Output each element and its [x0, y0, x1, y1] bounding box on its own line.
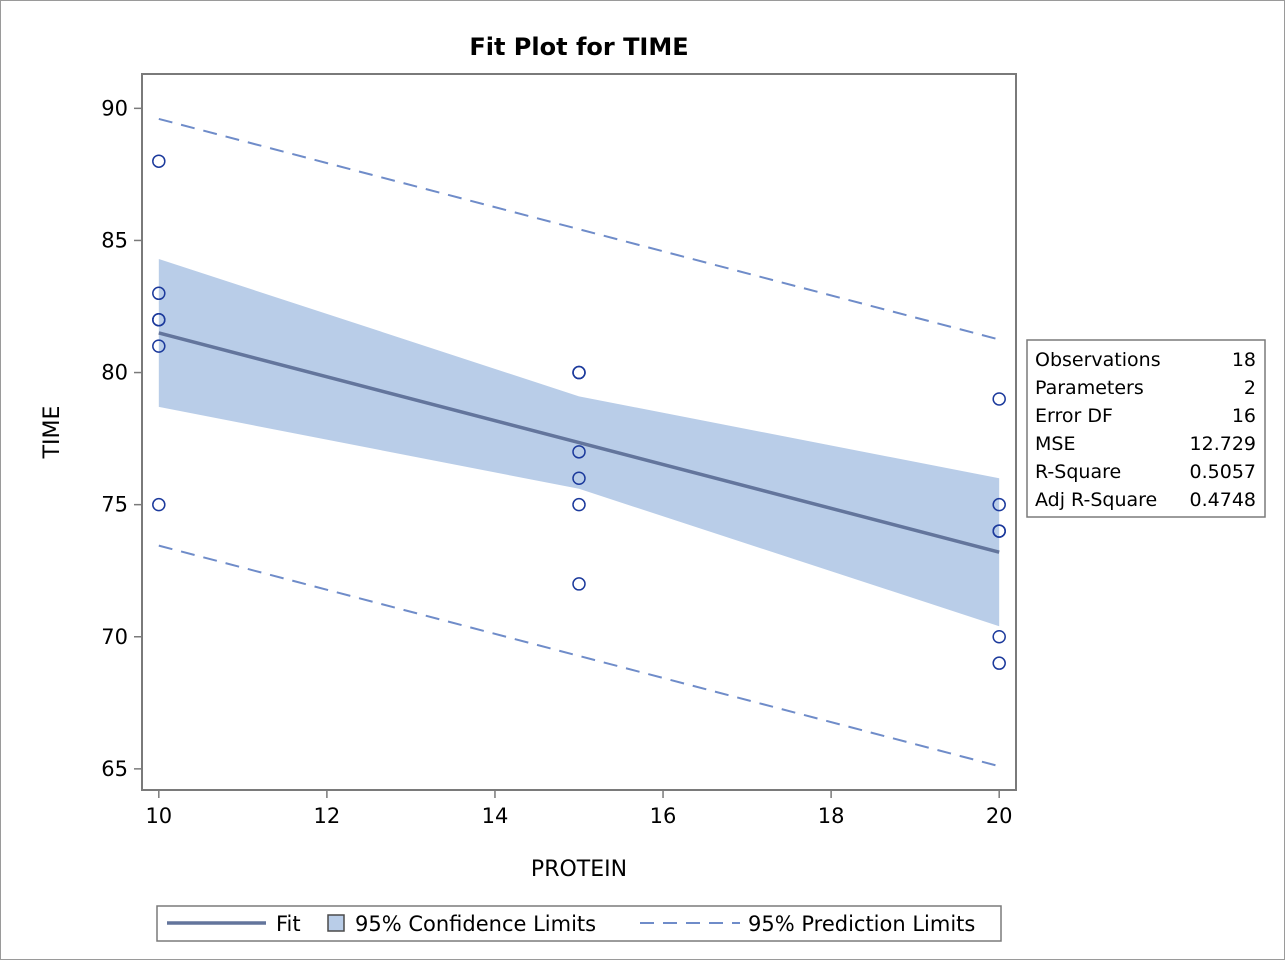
data-point	[992, 497, 1006, 512]
x-tick-label: 14	[482, 804, 509, 828]
chart-title: Fit Plot for TIME	[469, 33, 688, 61]
data-point	[572, 365, 586, 380]
y-axis: 65 70 75 80 85 90	[101, 96, 142, 781]
legend-fit-label: Fit	[276, 912, 301, 936]
data-point	[572, 445, 586, 459]
data-point	[152, 497, 166, 512]
stat-value: 16	[1232, 405, 1256, 427]
data-point	[152, 312, 166, 327]
y-tick-label: 70	[101, 625, 128, 649]
data-point	[152, 154, 166, 168]
x-axis-label: PROTEIN	[531, 857, 627, 882]
data-point	[992, 524, 1006, 538]
stat-label: Error DF	[1035, 405, 1113, 427]
data-point	[992, 656, 1006, 670]
legend: Fit 95% Confidence Limits 95% Prediction L…	[156, 905, 1002, 942]
x-tick-label: 20	[986, 804, 1013, 828]
y-tick-label: 65	[101, 757, 128, 781]
legend-confidence-label: 95% Confidence Limits	[355, 912, 596, 936]
prediction-limits-layer	[158, 117, 1000, 768]
data-point	[152, 339, 166, 353]
data-points-layer	[152, 154, 1006, 670]
fit-line-layer	[158, 331, 1000, 554]
stat-value: 0.4748	[1190, 489, 1256, 511]
x-tick-label: 18	[818, 804, 845, 828]
x-tick-label: 10	[145, 804, 172, 828]
stat-value: 12.729	[1190, 433, 1256, 455]
stat-label: R-Square	[1035, 461, 1121, 483]
stat-label: Parameters	[1035, 377, 1144, 399]
stat-value: 0.5057	[1190, 461, 1256, 483]
y-tick-label: 75	[101, 493, 128, 517]
upper-prediction-limit	[158, 117, 1000, 341]
data-point	[152, 286, 166, 301]
data-point	[572, 471, 586, 485]
y-tick-label: 85	[101, 228, 128, 252]
y-axis-label: TIME	[40, 406, 65, 460]
x-axis: 10 12 14 16 18 20	[145, 790, 1013, 828]
y-tick-label: 80	[101, 361, 128, 385]
data-point	[572, 577, 586, 591]
fit-statistics-table: Observations 18 Parameters 2 Error DF 16 MSE 12…	[1026, 339, 1266, 518]
x-tick-label: 16	[650, 804, 677, 828]
stat-label: Adj R-Square	[1035, 489, 1157, 511]
stat-label: MSE	[1035, 433, 1075, 455]
data-point	[992, 392, 1006, 406]
data-point	[572, 497, 586, 512]
stat-value: 18	[1232, 349, 1256, 371]
legend-confidence-swatch	[327, 914, 345, 932]
stat-label: Observations	[1035, 349, 1161, 371]
x-tick-label: 12	[314, 804, 341, 828]
data-point	[992, 630, 1006, 644]
legend-prediction-label: 95% Prediction Limits	[748, 912, 975, 936]
stat-value: 2	[1244, 377, 1256, 399]
lower-prediction-limit	[158, 544, 1000, 768]
fit-line	[158, 331, 1000, 554]
y-tick-label: 90	[101, 96, 128, 120]
